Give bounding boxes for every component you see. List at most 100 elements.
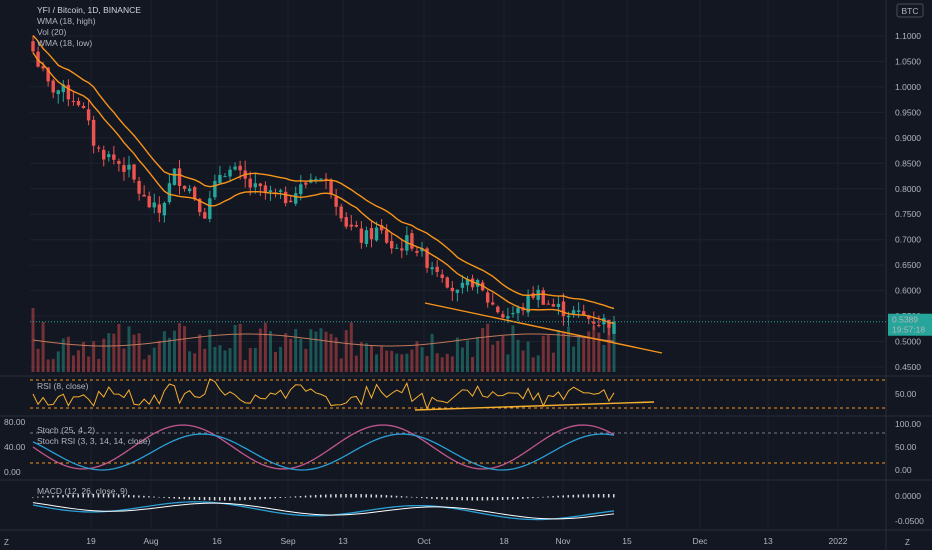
macd-hist-bar: [37, 496, 39, 498]
wma-high-label[interactable]: WMA (18, high): [37, 16, 96, 26]
volume-bar: [274, 352, 278, 372]
volume-bar: [395, 353, 399, 372]
zoom-reset-left[interactable]: Z: [4, 538, 9, 547]
candle-body: [496, 306, 500, 313]
volume-bar: [71, 355, 75, 372]
macd-tick: 0.0000: [895, 491, 921, 501]
rsi-label[interactable]: RSI (8, close): [37, 381, 89, 391]
volume-bar: [188, 351, 192, 372]
candle-body: [379, 225, 384, 231]
candle-body: [117, 160, 121, 164]
volume-bar: [314, 331, 318, 372]
macd-hist-bar: [547, 496, 549, 498]
candle-body: [263, 185, 268, 193]
stoch-label[interactable]: Stoch (25, 4, 2): [37, 425, 96, 435]
macd-hist-bar: [471, 497, 474, 501]
symbol-title[interactable]: YFI / Bitcoin, 1D, BINANCE: [37, 5, 141, 15]
macd-label[interactable]: MACD (12, 26, close, 9): [37, 486, 128, 496]
candle-body: [566, 315, 571, 318]
macd-hist-bar: [375, 494, 378, 498]
candle-body: [76, 100, 81, 106]
volume-bar: [375, 354, 379, 372]
macd-hist-bar: [491, 497, 494, 501]
candle-body: [91, 119, 96, 146]
volume-bar: [258, 328, 262, 372]
volume-bar: [122, 348, 126, 372]
volume-bar: [132, 334, 136, 372]
candle-body: [455, 289, 460, 293]
wma-low-label[interactable]: WMA (18, low): [37, 38, 93, 48]
macd-hist-bar: [52, 495, 54, 498]
candle-body: [182, 185, 187, 189]
volume-bar: [263, 322, 267, 372]
volume-bar: [142, 359, 146, 372]
volume-bar: [496, 340, 500, 372]
volume-bar: [349, 322, 353, 372]
macd-hist-bar: [138, 495, 140, 498]
vol-label[interactable]: Vol (20): [37, 27, 67, 37]
macd-hist-bar: [218, 497, 221, 501]
volume-bar: [46, 359, 50, 372]
volume-bar: [51, 359, 55, 372]
macd-hist-bar: [400, 496, 403, 498]
volume-bar: [450, 356, 454, 372]
volume-bar: [546, 335, 550, 372]
candle-body: [223, 176, 227, 178]
volume-bar: [41, 322, 45, 372]
candle-body: [395, 247, 399, 249]
volume-bar: [127, 326, 131, 372]
candle-body: [390, 240, 394, 249]
candle-body: [587, 315, 591, 319]
candle-body: [122, 165, 126, 172]
candle-body: [384, 230, 389, 243]
stochrsi-label[interactable]: Stoch RSI (3, 3, 14, 14, close): [37, 436, 151, 446]
candle-body: [288, 200, 293, 203]
macd-hist-bar: [415, 497, 418, 498]
candle-body: [299, 184, 303, 195]
volume-bar: [97, 358, 101, 372]
macd-hist-bar: [506, 497, 509, 500]
macd-hist-bar: [314, 495, 317, 498]
time-tick: 16: [212, 536, 222, 546]
candle-body: [51, 80, 55, 93]
volume-bar: [178, 323, 182, 372]
macd-hist-bar: [340, 494, 342, 498]
zoom-reset-right[interactable]: Z: [905, 538, 910, 547]
candle-body: [142, 194, 146, 197]
volume-bar: [597, 332, 601, 372]
volume-bar: [390, 350, 394, 372]
candle-body: [450, 287, 455, 292]
price-tick: 0.8500: [895, 158, 921, 168]
macd-hist-bar: [577, 494, 580, 498]
candle-body: [203, 212, 207, 219]
macd-tick: -0.0500: [895, 516, 924, 526]
macd-hist-bar: [537, 497, 539, 498]
candle-body: [526, 294, 530, 313]
candle-body: [314, 178, 318, 180]
macd-hist-bar: [441, 497, 443, 500]
macd-hist-bar: [188, 497, 191, 500]
rsi-line: [32, 378, 615, 411]
macd-hist-bar: [77, 494, 79, 498]
time-tick: 2022: [829, 536, 848, 546]
volume-bar: [319, 328, 323, 372]
macd-hist-bar: [223, 497, 226, 501]
volume-bar: [339, 358, 343, 372]
time-tick: Nov: [555, 536, 571, 546]
volume-bar: [364, 343, 368, 372]
macd-hist-bar: [335, 494, 337, 498]
macd-hist-bar: [87, 494, 90, 498]
volume-bar: [137, 333, 141, 372]
candle-body: [127, 164, 131, 170]
candle-body: [491, 302, 495, 305]
macd-hist-bar: [244, 497, 246, 501]
candle-body: [607, 319, 611, 328]
candle-body: [501, 314, 505, 318]
macd-hist-bar: [613, 494, 615, 498]
macd-hist-bar: [67, 494, 69, 498]
macd-hist-bar: [461, 497, 463, 501]
volume-bar: [415, 341, 419, 372]
macd-hist-bar: [163, 497, 165, 498]
candle-body: [192, 187, 197, 200]
